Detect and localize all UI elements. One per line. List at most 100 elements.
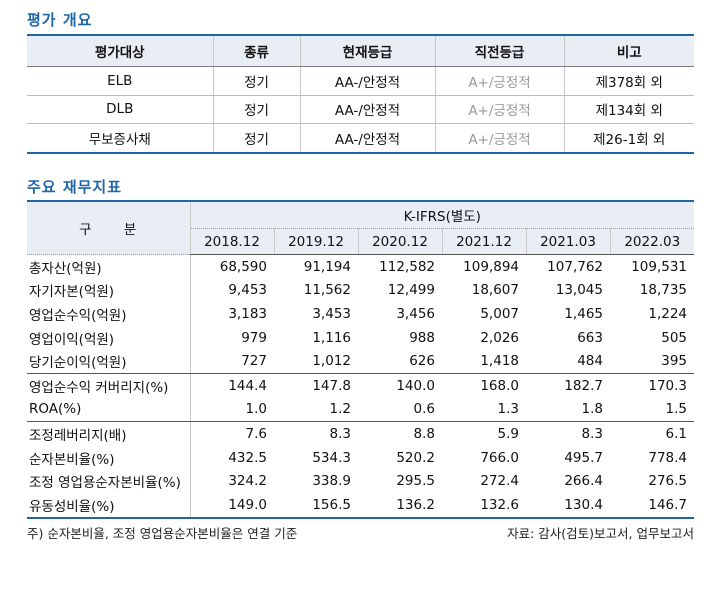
metric-value: 1.3	[442, 397, 526, 423]
metric-value: 520.2	[396, 449, 435, 466]
metric-value: 1,116	[312, 329, 351, 346]
rating-header-row: 평가대상 종류 현재등급 직전등급 비고	[27, 36, 694, 67]
rating-cell: AA-/안정적	[299, 66, 435, 96]
rating-cell: 정기	[212, 95, 300, 124]
metric-label: 순자본비율(%)	[27, 445, 191, 470]
metric-value: 395	[610, 349, 695, 374]
metric-value: 1,465	[564, 305, 603, 322]
metric-value: 168.0	[480, 377, 519, 394]
metric-value: 766.0	[480, 449, 519, 466]
metric-value: 432.5	[228, 449, 267, 466]
metric-value: 276.5	[648, 473, 688, 490]
header-cell: 비고	[563, 36, 694, 67]
metric-value: 18,735	[639, 282, 688, 299]
period-header: 2021.12	[441, 228, 526, 255]
metric-value: 0.6	[358, 397, 442, 423]
metric-value: 3,453	[312, 305, 351, 322]
header-cell: 종류	[212, 36, 300, 67]
metric-value: 130.4	[526, 492, 610, 519]
financials-rule	[27, 200, 694, 202]
financials-header-row: 구 분 K-IFRS(별도)	[27, 202, 695, 255]
metric-value: 140.0	[396, 377, 435, 394]
period-header-row: 2018.12 2019.12 2020.12 2021.12 2021.03 2022.…	[27, 228, 695, 255]
metric-value: 132.6	[442, 492, 526, 519]
metric-value: 7.6	[245, 425, 267, 442]
financial-row: 총자산(억원) 68,590 91,194 112,582 109,894 107,762…	[27, 254, 694, 279]
metric-value: 149.0	[190, 492, 274, 519]
metric-value: 136.2	[358, 492, 442, 519]
rating-cell: ELB	[27, 66, 213, 96]
rating-overview-table: 평가대상 종류 현재등급 직전등급 비고 ELB 정기 AA-/안정적 A+/긍정적 제…	[27, 36, 694, 154]
metric-value: 109,531	[631, 258, 688, 275]
metric-value: 2,026	[480, 329, 519, 346]
metric-value: 1.0	[190, 397, 274, 423]
rating-cell: 무보증사채	[27, 123, 213, 154]
metric-value: 1.5	[610, 397, 695, 423]
metric-label: 조정 영업용순자본비율(%)	[27, 469, 191, 493]
footnote: 주) 순자본비율, 조정 영업용순자본비율은 연결 기준	[27, 526, 298, 541]
period-header: 2020.12	[357, 228, 442, 255]
rating-cell: 제134회 외	[563, 95, 694, 124]
period-header: 2018.12	[189, 228, 274, 255]
metric-value: 3,456	[396, 305, 435, 322]
metric-value: 91,194	[303, 258, 351, 275]
rating-row: 무보증사채 정기 AA-/안정적 A+/긍정적 제26-1회 외	[27, 123, 694, 154]
metric-value: 979	[241, 329, 267, 346]
header-cell: 직전등급	[434, 36, 564, 67]
metric-value: 147.8	[312, 377, 351, 394]
source-note: 자료: 감사(검토)보고서, 업무보고서	[507, 526, 694, 541]
metric-value: 8.3	[581, 425, 603, 442]
financial-row: 유동성비율(%) 149.0 156.5 136.2 132.6 130.4 146.7	[27, 492, 695, 519]
metric-value: 626	[358, 349, 442, 374]
metric-label: 영업순수익 커버리지(%)	[27, 373, 191, 398]
metric-value: 338.9	[312, 473, 351, 490]
metric-value: 8.8	[413, 425, 435, 442]
metric-value: 1,012	[274, 349, 358, 374]
metric-value: 988	[409, 329, 435, 346]
rating-row: ELB 정기 AA-/안정적 A+/긍정적 제378회 외	[27, 66, 694, 96]
financials-table: 구 분 K-IFRS(별도) 2018.12 2019.12 2020.12 2021…	[27, 202, 695, 519]
financial-row: 영업이익(억원) 979 1,116 988 2,026 663 505	[27, 325, 694, 350]
period-header: 2022.03	[609, 228, 695, 255]
metric-label: ROA(%)	[27, 397, 191, 423]
metric-value: 727	[190, 349, 274, 374]
metric-value: 109,894	[463, 258, 519, 275]
rating-cell: A+/긍정적	[434, 95, 564, 124]
metric-value: 9,453	[228, 282, 267, 299]
metric-label: 영업이익(억원)	[27, 325, 191, 350]
metric-value: 11,562	[303, 282, 351, 299]
metric-value: 1,418	[442, 349, 526, 374]
metric-value: 5.9	[497, 425, 519, 442]
financial-row: 조정 영업용순자본비율(%) 324.2 338.9 295.5 272.4 266.4 2…	[27, 469, 694, 493]
metric-value: 1.8	[526, 397, 610, 423]
metric-value: 6.1	[665, 425, 688, 442]
financial-row: 순자본비율(%) 432.5 534.3 520.2 766.0 495.7 778.4	[27, 445, 694, 470]
metric-value: 144.4	[228, 377, 267, 394]
rating-cell: 제378회 외	[563, 66, 694, 96]
rating-overview-title: 평가 개요	[27, 11, 93, 29]
metric-value: 295.5	[396, 473, 435, 490]
financial-row: 조정레버리지(배) 7.6 8.3 8.8 5.9 8.3 6.1	[27, 421, 694, 446]
rating-cell: 제26-1회 외	[563, 123, 694, 154]
metric-value: 534.3	[312, 449, 351, 466]
metric-value: 1.2	[274, 397, 358, 423]
metric-label: 영업순수익(억원)	[27, 302, 191, 326]
rating-overview-rule	[27, 34, 694, 36]
rating-cell: AA-/안정적	[299, 123, 435, 154]
metric-value: 8.3	[329, 425, 351, 442]
metric-value: 182.7	[564, 377, 603, 394]
metric-value: 156.5	[274, 492, 358, 519]
metric-label: 조정레버리지(배)	[27, 421, 191, 446]
metric-value: 5,007	[480, 305, 519, 322]
group-header: K-IFRS(별도)	[189, 202, 695, 229]
metric-value: 3,183	[228, 305, 267, 322]
metric-label: 총자산(억원)	[27, 254, 191, 279]
rating-cell: AA-/안정적	[299, 95, 435, 124]
period-header: 2021.03	[525, 228, 610, 255]
metric-label: 자기자본(억원)	[27, 278, 191, 303]
rating-cell: 정기	[212, 66, 300, 96]
financial-row: 당기순이익(억원) 727 1,012 626 1,418 484 395	[27, 349, 695, 374]
rating-cell: A+/긍정적	[434, 66, 564, 96]
metric-value: 18,607	[471, 282, 519, 299]
metric-value: 13,045	[555, 282, 603, 299]
